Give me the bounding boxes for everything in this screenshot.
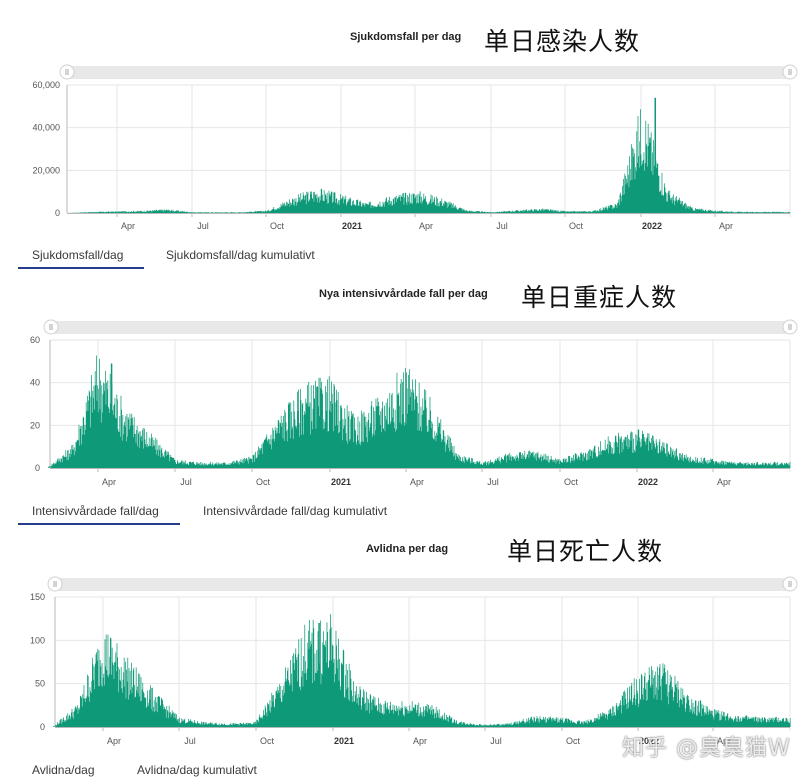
y-tick-label: 0 [55, 208, 60, 218]
chart-title-annotation: 单日感染人数 [484, 27, 641, 56]
icu-panel: Nya intensivvårdade fall per dag 单日重症人数 … [0, 275, 811, 525]
x-tick-label: Oct [569, 221, 584, 231]
bar-series [67, 97, 791, 213]
watermark: 知乎 @臭臭猫W [622, 736, 791, 761]
chart-title: Nya intensivvårdade fall per dag [319, 288, 488, 300]
x-tick-label: Jul [496, 221, 508, 231]
range-handle-right[interactable] [782, 64, 798, 80]
range-handle-left[interactable] [59, 64, 75, 80]
deaths-panel: Avlidna per dag 单日死亡人数 Avlidna/dag Avlid… [0, 525, 811, 781]
y-tick-label: 60,000 [32, 80, 60, 90]
chart-title: Avlidna per dag [366, 543, 449, 555]
cases-chart[interactable]: 0 20,000 40,000 60,000 Apr Jul Oct 2021 Apr Jul Oc… [0, 0, 811, 275]
y-tick-label: 20,000 [32, 165, 60, 175]
x-tick-label: Apr [419, 221, 433, 231]
chart-title-annotation: 单日死亡人数 [507, 537, 664, 566]
range-scrollbar[interactable] [59, 64, 798, 80]
tab-cases-daily[interactable]: Sjukdomsfall/dag [32, 248, 124, 262]
tab-deaths-daily[interactable]: Avlidna/dag [32, 763, 95, 777]
tab-icu-daily[interactable]: Intensivvårdade fall/dag [32, 504, 159, 518]
active-tab-indicator [18, 267, 144, 269]
chart-title-annotation: 单日重症人数 [521, 283, 678, 312]
y-tick-label: 40,000 [32, 123, 60, 133]
tab-cases-cumulative[interactable]: Sjukdomsfall/dag kumulativt [166, 248, 315, 262]
active-tab-indicator [18, 523, 180, 525]
x-tick-label: Apr [719, 221, 733, 231]
tab-deaths-cumulative[interactable]: Avlidna/dag kumulativt [137, 763, 257, 777]
tab-icu-cumulative[interactable]: Intensivvårdade fall/dag kumulativt [203, 504, 388, 518]
x-tick-label: Apr [121, 221, 135, 231]
x-tick-label: 2022 [642, 221, 662, 231]
cases-panel: Sjukdomsfall per dag 单日感染人数 0 20,000 40,00… [0, 0, 811, 275]
chart-title: Sjukdomsfall per dag [350, 31, 462, 43]
x-tick-label: Jul [197, 221, 209, 231]
x-tick-label: 2021 [342, 221, 362, 231]
x-tick-label: Oct [270, 221, 285, 231]
